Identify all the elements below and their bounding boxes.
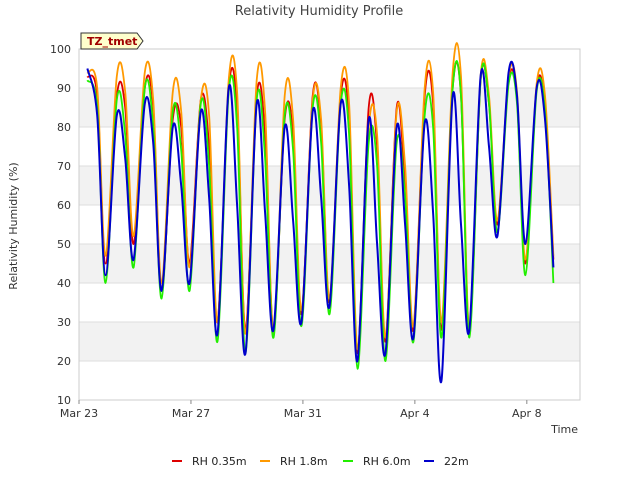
grid-band bbox=[79, 322, 580, 361]
x-tick-label: Mar 23 bbox=[60, 407, 98, 420]
y-tick-label: 100 bbox=[50, 43, 71, 56]
y-tick-label: 20 bbox=[57, 355, 71, 368]
legend-item-label: 22m bbox=[444, 455, 469, 468]
y-tick-label: 90 bbox=[57, 82, 71, 95]
chart-title: Relativity Humidity Profile bbox=[235, 4, 403, 19]
x-tick-label: Apr 4 bbox=[400, 407, 430, 420]
y-tick-label: 30 bbox=[57, 316, 71, 329]
grid-bands bbox=[79, 88, 580, 361]
legend: RH 0.35m RH 1.8m RH 6.0m 22m bbox=[172, 455, 469, 468]
y-tick-label: 10 bbox=[57, 394, 71, 407]
plot-frame bbox=[78, 48, 581, 401]
grid-band bbox=[79, 244, 580, 283]
series-line-4 bbox=[86, 60, 555, 384]
grid-band bbox=[79, 88, 580, 127]
site-badge-label: TZ_tmet bbox=[87, 35, 137, 48]
grid-band bbox=[79, 166, 580, 205]
legend-item-label: RH 0.35m bbox=[192, 455, 247, 468]
y-tick-label: 60 bbox=[57, 199, 71, 212]
y-tick-label: 50 bbox=[57, 238, 71, 251]
series-layer bbox=[86, 42, 555, 384]
y-axis-label: Relativity Humidity (%) bbox=[7, 162, 20, 289]
site-badge: TZ_tmet bbox=[80, 32, 144, 50]
x-ticks: Mar 23 Mar 27 Mar 31 Apr 4 Apr 8 bbox=[60, 400, 542, 420]
y-tick-label: 40 bbox=[57, 277, 71, 290]
x-tick-label: Mar 27 bbox=[172, 407, 210, 420]
x-tick-label: Mar 31 bbox=[284, 407, 322, 420]
y-tick-label: 80 bbox=[57, 121, 71, 134]
x-axis-label: Time bbox=[550, 423, 578, 436]
y-tick-label: 70 bbox=[57, 160, 71, 173]
site-badge-shape bbox=[80, 32, 144, 50]
legend-item-label: RH 1.8m bbox=[280, 455, 328, 468]
legend-item-label: RH 6.0m bbox=[363, 455, 411, 468]
x-tick-label: Apr 8 bbox=[512, 407, 542, 420]
y-ticks: 10 20 30 40 50 60 70 80 90 100 bbox=[50, 43, 71, 407]
